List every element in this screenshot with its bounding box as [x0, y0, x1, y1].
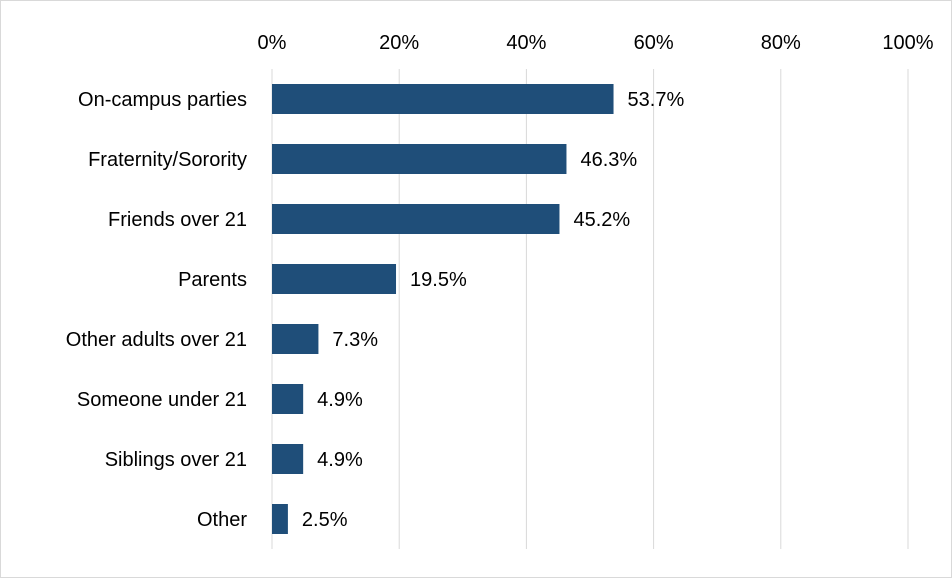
category-label: Parents [178, 269, 247, 291]
category-label: Other adults over 21 [66, 329, 247, 351]
data-label: 2.5% [302, 509, 348, 531]
bar [272, 204, 560, 234]
data-label: 4.9% [317, 449, 363, 471]
x-tick-label: 80% [761, 32, 801, 54]
category-label: On-campus parties [78, 89, 247, 111]
category-label: Someone under 21 [77, 389, 247, 411]
bar [272, 144, 567, 174]
data-label: 45.2% [573, 209, 630, 231]
data-label: 19.5% [410, 269, 467, 291]
x-tick-label: 20% [379, 32, 419, 54]
category-label: Other [197, 509, 247, 531]
bar [272, 504, 288, 534]
data-label: 53.7% [628, 89, 685, 111]
x-tick-label: 100% [882, 32, 933, 54]
bar [272, 384, 304, 414]
x-tick-label: 60% [634, 32, 674, 54]
bar [272, 84, 614, 114]
data-label: 4.9% [317, 389, 363, 411]
data-label: 46.3% [580, 149, 637, 171]
category-label: Siblings over 21 [105, 449, 247, 471]
bar [272, 264, 397, 294]
data-label: 7.3% [332, 329, 378, 351]
x-tick-label: 40% [506, 32, 546, 54]
bar [272, 324, 319, 354]
category-label: Fraternity/Sorority [88, 149, 247, 171]
x-tick-label: 0% [258, 32, 287, 54]
bar [272, 444, 304, 474]
category-label: Friends over 21 [108, 209, 247, 231]
